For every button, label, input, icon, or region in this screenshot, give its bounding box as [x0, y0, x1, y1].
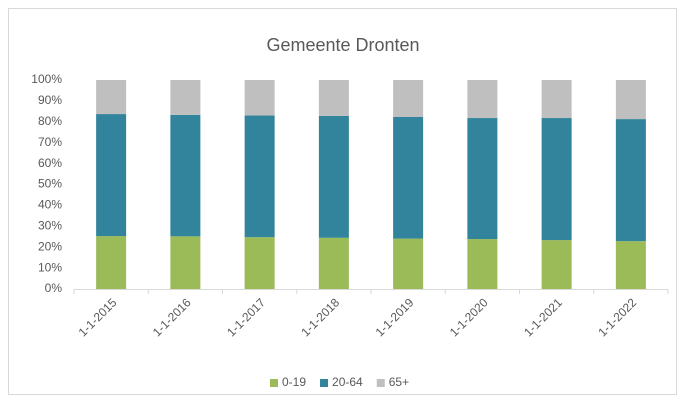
- y-tick-label: 0%: [45, 281, 63, 295]
- y-tick-label: 30%: [38, 218, 62, 232]
- legend-swatch: [376, 379, 385, 387]
- y-tick-label: 40%: [38, 198, 62, 212]
- bar-segment: [393, 238, 424, 289]
- legend-label: 20-64: [332, 375, 363, 389]
- bar-segment: [541, 240, 572, 289]
- bar-segment: [96, 236, 127, 289]
- legend-label: 65+: [389, 375, 409, 389]
- bar-segment: [170, 114, 201, 237]
- bar-segment: [467, 239, 498, 289]
- bar-segment: [318, 115, 349, 238]
- bar-segment: [244, 80, 275, 116]
- bar-segment: [170, 80, 201, 115]
- bar-segment: [318, 80, 349, 116]
- legend-swatch: [320, 379, 329, 387]
- y-tick-label: 50%: [38, 177, 62, 191]
- bar-segment: [467, 118, 498, 240]
- bar-segment: [96, 80, 127, 115]
- bar-segment: [541, 80, 572, 119]
- bar-segment: [615, 241, 646, 289]
- bar-segment: [170, 236, 201, 289]
- y-tick-label: 80%: [38, 114, 62, 128]
- y-tick-label: 70%: [38, 135, 62, 149]
- bar-segment: [615, 80, 646, 120]
- bar-segment: [467, 80, 498, 119]
- bar-segment: [96, 114, 127, 237]
- y-tick-label: 10%: [38, 260, 62, 274]
- bar-segment: [244, 237, 275, 289]
- y-tick-label: 20%: [38, 239, 62, 253]
- bar-segment: [393, 80, 424, 117]
- bar-segment: [318, 237, 349, 289]
- y-tick-label: 90%: [38, 93, 62, 107]
- bar-segment: [393, 116, 424, 239]
- y-tick-label: 100%: [31, 72, 62, 86]
- legend-label: 0-19: [282, 375, 306, 389]
- chart-title: Gemeente Dronten: [266, 35, 419, 55]
- bar-segment: [615, 119, 646, 242]
- bar-segment: [541, 118, 572, 241]
- bar-segment: [244, 115, 275, 238]
- y-tick-label: 60%: [38, 156, 62, 170]
- legend-swatch: [270, 379, 278, 387]
